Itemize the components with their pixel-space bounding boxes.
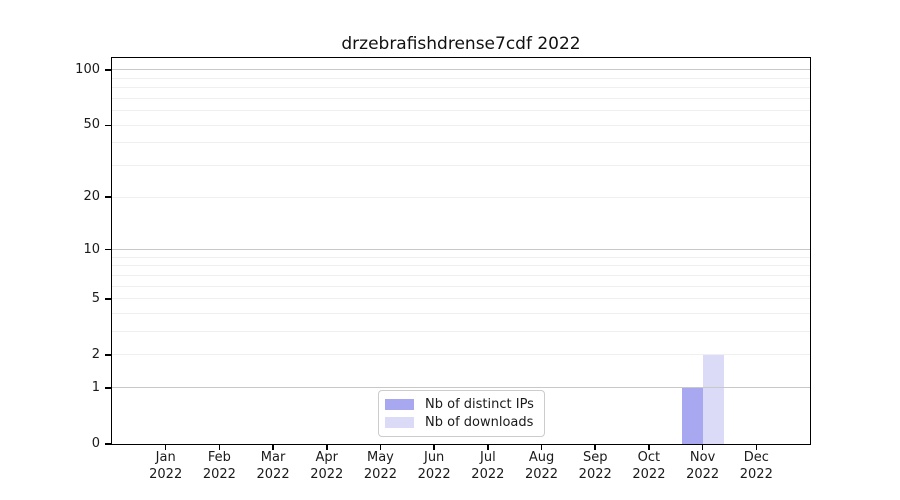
x-tick-label: Apr 2022 (310, 450, 344, 482)
x-tick-mark (701, 445, 704, 450)
y-tick-label: 5 (91, 290, 100, 306)
minor-gridline (112, 196, 810, 198)
legend-swatch-distinct-ips (385, 398, 414, 410)
legend: Nb of distinct IPs Nb of downloads (378, 390, 545, 437)
y-tick-label: 0 (91, 436, 100, 451)
y-tick-mark (105, 443, 111, 445)
x-tick-mark (272, 445, 274, 450)
minor-gridline (112, 256, 810, 258)
minor-gridline (112, 298, 810, 300)
x-tick-mark (648, 445, 650, 450)
plot-area (112, 58, 810, 444)
x-tick-label: Dec 2022 (739, 450, 773, 482)
bar-downloads (702, 354, 724, 444)
x-tick-mark (164, 445, 167, 450)
x-tick-mark (594, 445, 597, 450)
x-tick-mark (433, 445, 435, 450)
y-tick-label: 2 (91, 346, 100, 362)
minor-gridline (112, 265, 810, 267)
x-tick-mark (218, 445, 221, 450)
minor-gridline (112, 165, 810, 167)
x-tick-label: Nov 2022 (686, 450, 720, 482)
major-gridline (112, 387, 810, 389)
x-tick-label: Feb 2022 (202, 450, 236, 482)
y-tick-label: 50 (83, 117, 100, 133)
x-tick-label: Aug 2022 (524, 450, 559, 482)
y-tick-mark (105, 354, 111, 356)
x-tick-label: Jun 2022 (417, 450, 451, 482)
minor-gridline (112, 77, 810, 79)
chart-title: drzebrafishdrense7cdf 2022 (341, 34, 581, 54)
x-tick-label: Jan 2022 (149, 450, 183, 482)
x-tick-label: May 2022 (363, 450, 397, 482)
x-tick-mark (379, 445, 382, 450)
minor-gridline (112, 142, 810, 144)
minor-gridline (112, 110, 810, 112)
bar-distinct-ips (681, 387, 703, 444)
x-tick-label: Oct 2022 (632, 450, 666, 482)
y-tick-label: 1 (91, 379, 100, 395)
minor-gridline (112, 274, 810, 276)
legend-item-distinct-ips: Nb of distinct IPs (385, 397, 538, 412)
minor-gridline (112, 331, 810, 333)
y-tick-mark (105, 124, 111, 127)
y-tick-mark (105, 297, 111, 300)
legend-label: Nb of downloads (425, 415, 534, 431)
major-gridline (112, 249, 810, 251)
y-tick-label: 10 (83, 241, 100, 257)
x-tick-mark (487, 445, 489, 450)
y-tick-mark (105, 387, 111, 389)
legend-item-downloads: Nb of downloads (385, 415, 538, 430)
legend-swatch-downloads (385, 417, 414, 429)
x-tick-mark (540, 445, 543, 450)
minor-gridline (112, 354, 810, 356)
legend-label: Nb of distinct IPs (425, 396, 534, 412)
minor-gridline (112, 124, 810, 126)
x-tick-mark (755, 445, 758, 450)
major-gridline (112, 69, 810, 71)
y-tick-mark (105, 196, 111, 199)
minor-gridline (112, 87, 810, 89)
x-tick-mark (325, 445, 328, 450)
y-tick-label: 20 (83, 189, 100, 205)
x-tick-label: Jul 2022 (471, 450, 505, 482)
minor-gridline (112, 285, 810, 287)
minor-gridline (112, 313, 810, 315)
x-tick-label: Sep 2022 (578, 450, 612, 482)
y-tick-mark (105, 69, 111, 71)
minor-gridline (112, 97, 810, 99)
y-tick-label: 100 (75, 61, 100, 77)
x-tick-label: Mar 2022 (256, 450, 290, 482)
y-tick-mark (105, 248, 111, 251)
